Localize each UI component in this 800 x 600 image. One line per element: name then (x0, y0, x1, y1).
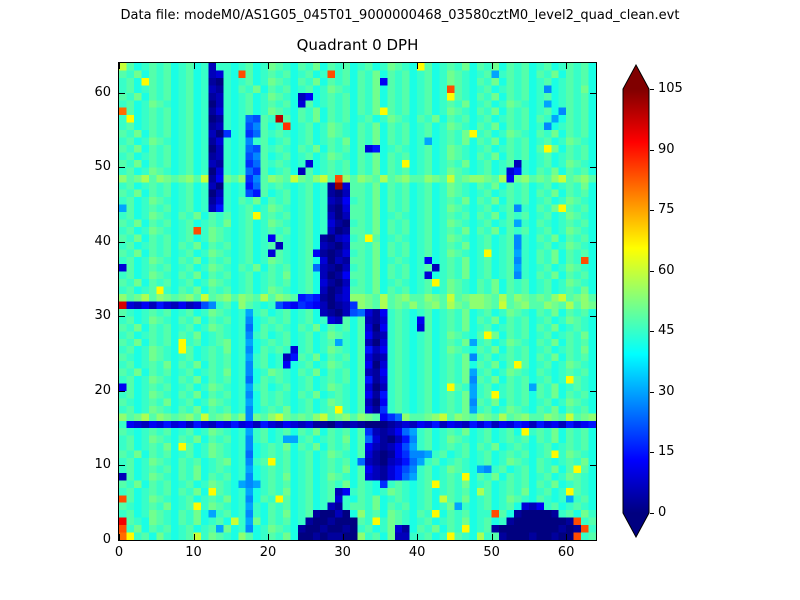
x-axis-tick (491, 63, 493, 69)
colorbar-tick (650, 270, 654, 272)
colorbar-tick (650, 391, 654, 393)
y-axis-tick (119, 92, 125, 94)
x-axis-tick-label: 40 (408, 545, 426, 560)
y-axis-tick-label: 0 (102, 532, 111, 547)
colorbar (622, 64, 650, 538)
y-axis-tick (590, 92, 596, 94)
x-axis-tick (193, 534, 195, 540)
y-axis-tick (119, 465, 125, 467)
x-axis-tick-label: 60 (557, 545, 575, 560)
colorbar-tick (650, 452, 654, 454)
colorbar-tick (650, 210, 654, 212)
y-axis-tick (590, 316, 596, 318)
y-axis-tick (119, 540, 125, 541)
colorbar-tick-label: 75 (658, 202, 675, 218)
x-axis-tick (566, 63, 568, 69)
colorbar-tick (650, 149, 654, 151)
y-axis-tick (119, 241, 125, 243)
colorbar-tick-label: 45 (658, 323, 675, 339)
y-axis-tick-label: 10 (94, 457, 111, 473)
y-axis-tick (590, 540, 596, 541)
y-axis-tick (119, 167, 125, 169)
y-axis-tick (590, 390, 596, 392)
x-axis-tick (342, 534, 344, 540)
y-axis-tick (119, 390, 125, 392)
x-axis-tick (119, 534, 120, 540)
colorbar-tick (650, 89, 654, 90)
y-axis-tick (590, 241, 596, 243)
y-axis-tick (590, 167, 596, 169)
x-axis-tick-label: 30 (334, 545, 351, 560)
datafile-label: Data file: modeM0/AS1G05_045T01_90000004… (120, 8, 680, 23)
x-axis-tick-label: 10 (185, 545, 202, 560)
x-axis-tick (417, 63, 419, 69)
plot-title: Quadrant 0 DPH (296, 36, 419, 54)
x-axis-tick (193, 63, 195, 69)
x-axis-tick-label: 50 (483, 545, 500, 560)
colorbar-bar (622, 64, 650, 538)
x-axis-tick-label: 0 (114, 545, 124, 560)
x-axis-tick-label: 20 (259, 545, 277, 560)
x-axis-tick (566, 534, 568, 540)
x-axis-tick (119, 63, 120, 69)
colorbar-tick-label: 15 (658, 444, 675, 460)
y-axis-tick-label: 40 (94, 233, 111, 249)
x-axis-tick (342, 63, 344, 69)
heatmap-canvas (119, 63, 596, 540)
colorbar-tick-label: 90 (658, 141, 675, 157)
y-axis-tick-label: 50 (94, 159, 111, 175)
colorbar-tick-label: 0 (658, 505, 667, 520)
y-axis-tick-label: 60 (94, 84, 111, 100)
colorbar-tick (650, 331, 654, 333)
colorbar-tick-label: 30 (658, 383, 675, 399)
y-axis-tick-label: 30 (94, 308, 111, 324)
x-axis-tick (268, 63, 270, 69)
x-axis-tick (491, 534, 493, 540)
x-axis-tick (268, 534, 270, 540)
y-axis-tick (119, 316, 125, 318)
colorbar-tick-label: 60 (658, 262, 675, 278)
heatmap-axes (118, 62, 597, 541)
colorbar-tick (650, 513, 654, 514)
x-axis-tick (417, 534, 419, 540)
y-axis-tick-label: 20 (94, 382, 111, 398)
y-axis-tick (590, 465, 596, 467)
colorbar-tick-label: 105 (658, 81, 683, 96)
